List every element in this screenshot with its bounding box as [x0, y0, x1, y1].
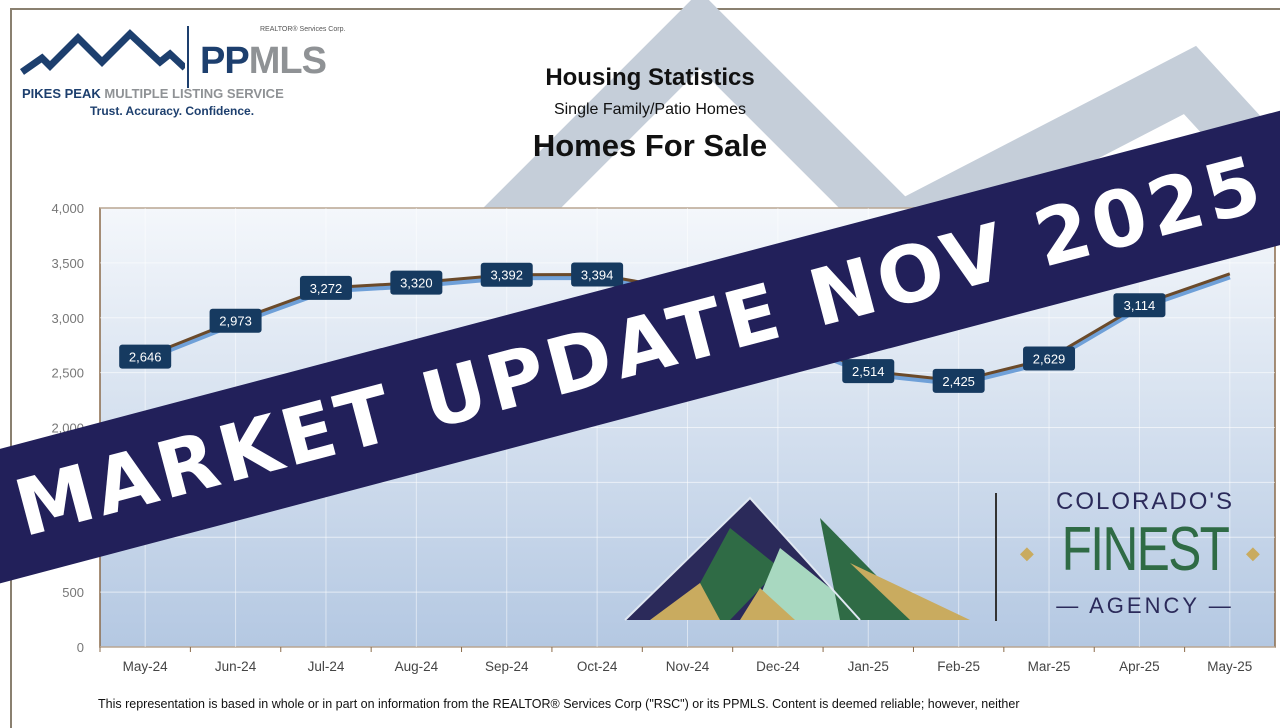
chart-title: Homes For Sale	[532, 128, 768, 163]
disclaimer: This representation is based in whole or…	[98, 697, 1020, 711]
data-label-box	[932, 368, 985, 393]
y-tick-label: 3,000	[51, 311, 84, 326]
y-tick-label: 500	[62, 585, 84, 600]
data-label-box	[842, 359, 895, 384]
logo-divider	[187, 26, 189, 88]
data-label: 3,392	[490, 268, 523, 283]
data-label-box	[480, 262, 533, 287]
data-label: 3,114	[1124, 298, 1156, 313]
x-tick-label: Feb-25	[937, 659, 980, 674]
page-title: Housing Statistics	[545, 64, 755, 91]
data-label-box	[119, 344, 172, 369]
agency-line2: FINEST	[1061, 515, 1230, 584]
y-tick-label: 2,500	[51, 366, 84, 381]
data-label: 3,394	[581, 268, 614, 283]
x-tick-label: Jan-25	[848, 659, 889, 674]
y-tick-label: 0	[77, 640, 84, 655]
x-tick-label: Oct-24	[577, 659, 618, 674]
data-label: 2,514	[852, 364, 885, 379]
page-subtitle: Single Family/Patio Homes	[553, 101, 747, 118]
mosaic-mountain-icon	[624, 496, 970, 621]
colorados-finest-logo: COLORADO'S ◆ ◆ FINEST — AGENCY —	[620, 488, 1260, 623]
data-label-box	[1113, 293, 1166, 318]
agency-line3: — AGENCY —	[1056, 593, 1234, 618]
x-tick-label: May-24	[123, 659, 169, 674]
x-tick-label: Jun-24	[215, 659, 257, 674]
y-tick-label: 4,000	[51, 201, 84, 216]
agency-line3-text: AGENCY	[1089, 593, 1200, 618]
realtor-label: REALTOR® Services Corp.	[260, 26, 346, 33]
agency-line1: COLORADO'S	[1056, 488, 1234, 515]
fullname-bold: PIKES PEAK	[22, 86, 101, 101]
data-label-box	[209, 308, 262, 333]
pp-text: PP	[200, 40, 250, 82]
data-label: 2,646	[129, 350, 162, 365]
data-label-box	[299, 275, 352, 300]
ppmls-wordmark: PPMLS	[200, 40, 327, 83]
fullname-rest: MULTIPLE LISTING SERVICE	[104, 86, 284, 101]
data-label: 2,629	[1033, 351, 1066, 366]
x-tick-label: Aug-24	[395, 659, 439, 674]
data-label-box	[571, 262, 624, 287]
x-tick-label: Mar-25	[1028, 659, 1071, 674]
ppmls-logo: REALTOR® Services Corp. PPMLS PIKES PEAK…	[20, 20, 360, 120]
x-tick-label: May-25	[1207, 659, 1252, 674]
chart-frame	[10, 8, 1280, 728]
data-label: 2,973	[219, 314, 252, 329]
data-label: 2,425	[942, 374, 975, 389]
diamond-icon: ◆	[1020, 543, 1034, 563]
diamond-icon: ◆	[1246, 543, 1260, 563]
y-tick-label: 3,500	[51, 256, 84, 271]
x-tick-label: Sep-24	[485, 659, 529, 674]
x-tick-label: Apr-25	[1119, 659, 1160, 674]
x-tick-label: Dec-24	[756, 659, 800, 674]
logo-fullname: PIKES PEAK MULTIPLE LISTING SERVICE	[22, 86, 284, 101]
mls-text: MLS	[248, 40, 327, 82]
data-label: 3,272	[310, 281, 343, 296]
logo-tagline: Trust. Accuracy. Confidence.	[90, 104, 255, 118]
x-tick-label: Nov-24	[666, 659, 710, 674]
data-label-box	[1023, 346, 1076, 371]
mountain-logo-icon	[20, 29, 185, 75]
x-tick-label: Jul-24	[308, 659, 345, 674]
data-label-box	[390, 270, 443, 295]
logo-divider	[995, 493, 997, 621]
data-label: 3,320	[400, 276, 433, 291]
